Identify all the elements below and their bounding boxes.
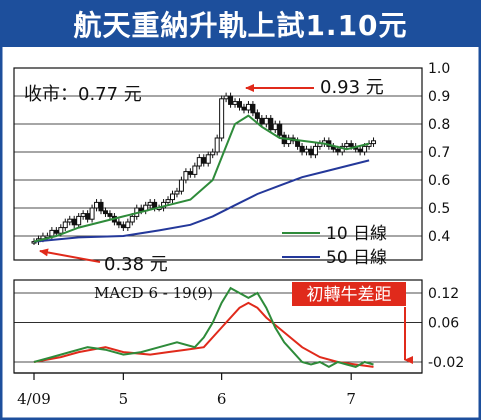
x-tick-label: 4/09 (17, 390, 51, 408)
candle-body (187, 171, 193, 175)
price-y-tick: 0.6 (428, 173, 450, 189)
high-annotation: 0.93 元 (320, 77, 384, 98)
candle-body (308, 148, 314, 156)
candle-body (312, 145, 318, 156)
candle-body (107, 213, 113, 217)
candle-body (210, 151, 216, 156)
macd-line (33, 286, 374, 369)
price-gridlines (14, 95, 422, 237)
candle-body (295, 140, 301, 147)
legend-ma10-label: 10 日線 (326, 224, 387, 244)
candle-body (169, 193, 175, 201)
signal-line (33, 301, 374, 368)
candle-body (71, 218, 77, 226)
price-y-tick: 0.7 (428, 145, 450, 161)
macd-title: MACD 6 - 19(9) (94, 284, 213, 302)
candle-body (129, 215, 135, 223)
candle-body (201, 157, 207, 164)
candle-body (263, 117, 269, 125)
candle-body (147, 201, 153, 206)
candle-body (94, 201, 100, 209)
candle-body (299, 145, 305, 153)
macd-y-axis: 0.12 0.06 -0.02 (428, 286, 464, 371)
candle-body (80, 213, 86, 217)
ma10-line (33, 114, 370, 243)
candle-body (67, 218, 73, 223)
candle-body (89, 207, 95, 220)
price-y-axis: 1.0 0.9 0.8 0.7 0.6 0.5 0.4 (428, 61, 450, 245)
candle-body (371, 140, 377, 145)
outer-border (0, 43, 481, 420)
candle-body (241, 106, 247, 111)
price-y-tick: 0.5 (428, 201, 450, 217)
x-tick-label: 7 (346, 390, 356, 408)
macd-y-tick: 0.12 (428, 286, 459, 302)
candle-body (138, 207, 144, 212)
price-y-tick: 0.4 (428, 229, 450, 245)
gap-badge-label: 初轉牛差距 (307, 285, 392, 305)
candle-body (250, 103, 256, 114)
candle-body (125, 221, 131, 229)
candle-body (53, 229, 59, 234)
gap-badge-bg (292, 282, 406, 306)
title-bar: 航天重納升軌上試1.10元 (0, 0, 481, 47)
x-axis: 4/09 5 6 7 (14, 372, 422, 408)
candle-body (219, 98, 225, 139)
macd-y-tick: 0.06 (428, 316, 459, 332)
price-panel: 1.0 0.9 0.8 0.7 0.6 0.5 0.4 收市：0.77 元 0.93 元 0… (13, 61, 450, 275)
candle-body (102, 210, 108, 215)
candle-body (152, 201, 158, 209)
candle-body (165, 199, 171, 203)
candle-body (254, 112, 260, 119)
candle-body (58, 227, 64, 234)
candle-body (192, 165, 198, 175)
candle-body (232, 101, 238, 105)
candle-body (214, 137, 220, 153)
candle-body (237, 101, 243, 108)
candle-body (98, 201, 104, 212)
candle-body (259, 117, 265, 125)
macd-panel: 0.12 0.06 -0.02 MACD 6 - 19(9) 初轉牛差距 (13, 279, 464, 374)
low-annotation: 0.38 元 (104, 254, 168, 275)
candle-body (49, 229, 55, 237)
candle-body (335, 148, 341, 153)
x-tick-label: 5 (119, 390, 129, 408)
ma50-line (33, 159, 370, 243)
candle-body (178, 179, 184, 192)
legend: 10 日線 50 日線 (282, 224, 387, 268)
candle-body (223, 95, 229, 100)
candle-body (76, 215, 82, 226)
candle-body (362, 145, 368, 153)
price-y-tick: 0.9 (428, 89, 450, 105)
candle-body (268, 117, 274, 131)
candle-body (85, 213, 91, 220)
candle-body (196, 157, 202, 167)
candle-body (120, 224, 126, 229)
candle-body (174, 190, 180, 195)
legend-ma50-label: 50 日線 (326, 248, 387, 268)
candle-body (272, 123, 278, 131)
candle-body (116, 221, 122, 226)
candle-body (62, 221, 68, 229)
candle-body (228, 95, 234, 105)
candle-body (348, 143, 354, 147)
close-annotation: 收市：0.77 元 (24, 84, 142, 105)
candle-body (277, 123, 283, 136)
candle-body (205, 154, 211, 164)
candle-body (344, 143, 350, 147)
page-title: 航天重納升軌上試1.10元 (73, 8, 408, 42)
candle-body (304, 148, 310, 153)
low-arrow (39, 248, 101, 263)
x-tick-label: 6 (217, 390, 227, 408)
candle-body (183, 171, 189, 181)
price-y-tick: 1.0 (428, 61, 450, 77)
price-y-tick: 0.8 (428, 117, 450, 133)
candle-body (245, 103, 251, 111)
macd-y-tick: -0.02 (428, 355, 464, 371)
candle-body (357, 148, 363, 153)
